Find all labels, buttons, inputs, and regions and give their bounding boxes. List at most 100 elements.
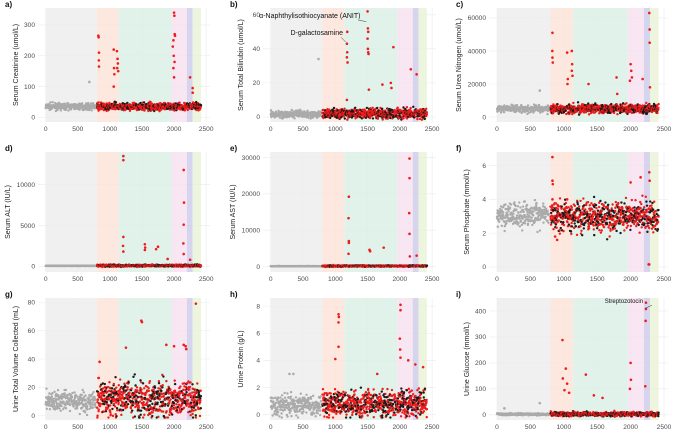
region-band <box>344 152 397 272</box>
vehicle-point <box>381 108 383 110</box>
outlier-point <box>172 54 175 57</box>
control-point <box>70 108 72 110</box>
y-tick-label: 100 <box>24 84 35 91</box>
region-band <box>322 8 344 122</box>
x-tick-label: 500 <box>298 276 309 283</box>
outlier-point <box>117 70 120 73</box>
outlier-point <box>116 67 119 70</box>
region-band <box>397 152 412 272</box>
y-tick-label: 20 <box>253 80 261 87</box>
treated-point <box>616 113 618 115</box>
vehicle-point <box>329 117 331 119</box>
control-point <box>293 117 295 119</box>
x-tick-label: 1000 <box>103 276 118 283</box>
y-axis-label: Serum Urea Nitrogen (umol/L) <box>456 18 463 112</box>
y-tick-label: 60000 <box>468 15 487 22</box>
x-tick-label: 1000 <box>556 126 571 133</box>
vehicle-point <box>412 106 414 108</box>
y-tick-label: 40000 <box>468 48 487 55</box>
y-tick-label: 20000 <box>468 81 487 88</box>
outlier-point <box>629 63 632 66</box>
treated-point <box>573 105 575 107</box>
treated-point <box>657 107 659 109</box>
x-tick-label: 1000 <box>328 276 343 283</box>
outlier-point <box>571 69 574 72</box>
x-tick-label: 2000 <box>393 276 408 283</box>
vehicle-point <box>344 117 346 119</box>
x-tick-label: 1500 <box>135 126 150 133</box>
treated-point <box>657 103 659 105</box>
vehicle-point <box>200 104 202 106</box>
control-point <box>51 101 53 103</box>
control-point <box>81 102 83 104</box>
outlier-point <box>173 61 176 64</box>
vehicle-point <box>372 117 374 119</box>
treated-point <box>421 119 423 121</box>
x-tick-label: 2500 <box>657 126 672 133</box>
outlier-point <box>182 242 185 245</box>
outlier-point <box>182 223 185 226</box>
outlier-point <box>367 27 370 30</box>
outlier-point <box>410 68 413 71</box>
treated-point <box>648 104 650 106</box>
panel-label: a) <box>5 0 12 9</box>
control-point <box>56 109 58 111</box>
region-band <box>119 152 172 272</box>
x-tick-label: 500 <box>72 126 83 133</box>
outlier-point <box>98 65 101 68</box>
outlier-point <box>538 89 541 92</box>
x-tick-label: 0 <box>44 276 48 283</box>
outlier-point <box>346 61 349 64</box>
treated-point <box>143 109 145 111</box>
outlier-point <box>641 78 644 81</box>
outlier-point <box>171 45 174 48</box>
treated-point <box>625 102 627 104</box>
control-point <box>49 101 51 103</box>
outlier-point <box>144 249 147 252</box>
treated-point <box>571 113 573 115</box>
outlier-point <box>415 73 418 76</box>
outlier-point <box>88 81 91 84</box>
outlier-point <box>649 86 652 89</box>
outlier-point <box>173 14 176 17</box>
outlier-point <box>191 91 194 94</box>
outlier-point <box>182 253 185 256</box>
outlier-point <box>116 58 119 61</box>
outlier-point <box>571 63 574 66</box>
outlier-point <box>571 50 574 53</box>
region-band <box>97 152 119 272</box>
y-tick-label: 5000 <box>20 223 35 230</box>
outlier-point <box>122 236 125 239</box>
y-tick-label: 0 <box>256 114 260 121</box>
treated-point <box>346 119 348 121</box>
outlier-point <box>648 28 651 31</box>
treated-point <box>178 101 180 103</box>
control-point <box>307 117 309 119</box>
x-tick-label: 2000 <box>167 126 182 133</box>
vehicle-point <box>376 107 378 109</box>
outlier-point <box>648 41 651 44</box>
y-axis-label: Serum Total Bilirubin (umol/L) <box>238 19 245 111</box>
outlier-point <box>191 87 194 90</box>
y-tick-label: 300 <box>24 22 35 29</box>
vehicle-point <box>366 107 368 109</box>
outlier-point <box>172 39 175 42</box>
treated-point <box>552 112 554 114</box>
region-band <box>397 8 412 122</box>
treated-point <box>426 111 428 113</box>
vehicle-point <box>565 110 567 112</box>
treated-point <box>200 265 202 267</box>
outlier-point <box>566 83 569 86</box>
outlier-point <box>346 56 349 59</box>
outlier-point <box>615 76 618 79</box>
outlier-point <box>173 11 176 14</box>
outlier-point <box>368 88 371 91</box>
x-tick-label: 1000 <box>103 126 118 133</box>
annotation-label: D-galactosamine <box>291 30 344 37</box>
outlier-point <box>566 51 569 54</box>
